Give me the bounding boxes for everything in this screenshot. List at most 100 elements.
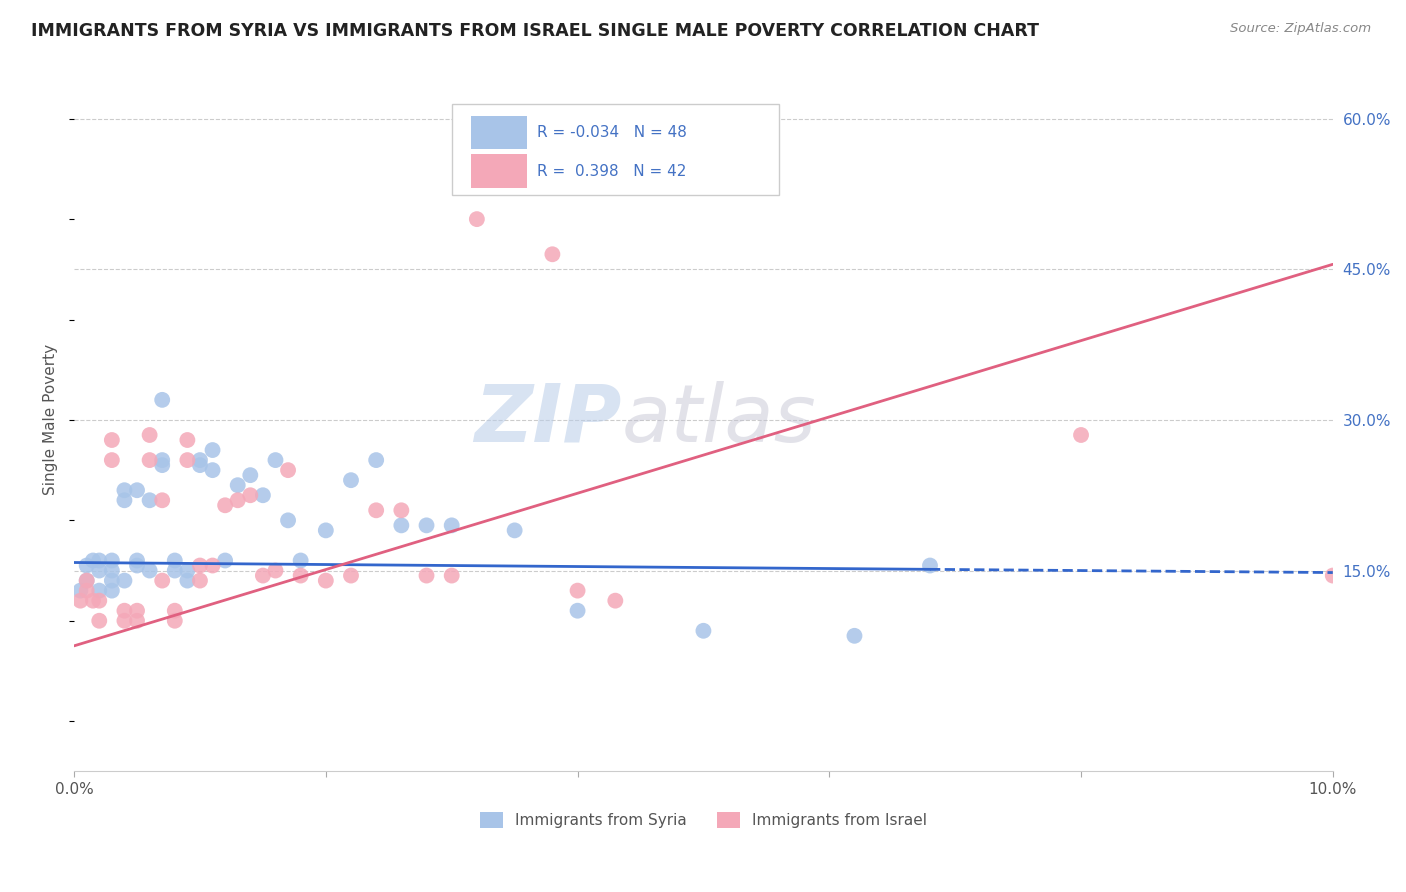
Point (605, 593, 627, 607)
Point (150, 458, 173, 472)
Point (76, 583, 98, 598)
Point (252, 488, 274, 502)
Point (415, 518, 437, 533)
Point (76, 574, 98, 588)
Point (277, 513, 299, 527)
Point (541, 247, 564, 261)
Point (114, 483, 136, 498)
Point (176, 453, 198, 467)
Point (101, 433, 124, 447)
Point (315, 574, 337, 588)
Point (844, 629, 866, 643)
Point (82, 553, 104, 567)
Point (264, 453, 287, 467)
Point (188, 558, 211, 573)
Point (214, 553, 236, 567)
Point (125, 614, 148, 628)
Text: ZIP: ZIP (474, 381, 621, 459)
Point (918, 558, 941, 573)
FancyBboxPatch shape (471, 154, 527, 188)
Point (264, 564, 287, 578)
FancyBboxPatch shape (451, 103, 779, 195)
Point (101, 583, 124, 598)
Point (163, 553, 186, 567)
Point (69, 593, 91, 607)
Point (201, 558, 224, 573)
Y-axis label: Single Male Poverty: Single Male Poverty (44, 344, 58, 495)
Point (1070, 428, 1092, 442)
Point (138, 428, 160, 442)
Point (138, 564, 160, 578)
Point (125, 553, 148, 567)
Point (340, 568, 363, 582)
Point (503, 524, 526, 538)
Point (201, 463, 224, 477)
Point (440, 568, 463, 582)
Point (114, 614, 136, 628)
Point (389, 503, 412, 517)
Point (150, 493, 173, 508)
Point (567, 583, 589, 598)
Point (692, 624, 714, 638)
Point (440, 518, 463, 533)
Point (465, 212, 488, 227)
Point (340, 473, 363, 487)
Point (1322, 568, 1344, 582)
Point (188, 574, 211, 588)
Point (125, 604, 148, 618)
Point (101, 564, 124, 578)
Point (114, 604, 136, 618)
Point (290, 553, 312, 567)
Point (114, 574, 136, 588)
Point (176, 574, 198, 588)
Point (125, 483, 148, 498)
Point (89, 564, 111, 578)
Point (138, 493, 160, 508)
Legend: Immigrants from Syria, Immigrants from Israel: Immigrants from Syria, Immigrants from I… (474, 805, 934, 834)
Point (150, 453, 173, 467)
Point (89, 614, 111, 628)
Point (176, 433, 198, 447)
Point (163, 604, 186, 618)
Point (101, 553, 124, 567)
Point (226, 478, 249, 492)
Text: atlas: atlas (621, 381, 817, 459)
Point (89, 583, 111, 598)
Point (315, 524, 337, 538)
Text: IMMIGRANTS FROM SYRIA VS IMMIGRANTS FROM ISRAEL SINGLE MALE POVERTY CORRELATION : IMMIGRANTS FROM SYRIA VS IMMIGRANTS FROM… (31, 22, 1039, 40)
Text: R =  0.398   N = 42: R = 0.398 N = 42 (537, 163, 686, 178)
Point (415, 568, 437, 582)
Point (163, 564, 186, 578)
Point (82, 593, 104, 607)
FancyBboxPatch shape (471, 116, 527, 149)
Point (239, 488, 262, 502)
Point (101, 574, 124, 588)
Point (150, 574, 173, 588)
Point (125, 558, 148, 573)
Point (89, 593, 111, 607)
Point (201, 443, 224, 458)
Point (150, 392, 173, 407)
Text: R = -0.034   N = 48: R = -0.034 N = 48 (537, 125, 688, 140)
Point (226, 493, 249, 508)
Point (76, 558, 98, 573)
Point (389, 518, 412, 533)
Point (290, 568, 312, 582)
Point (69, 583, 91, 598)
Point (138, 453, 160, 467)
Point (239, 468, 262, 483)
Point (252, 568, 274, 582)
Text: Source: ZipAtlas.com: Source: ZipAtlas.com (1230, 22, 1371, 36)
Point (188, 453, 211, 467)
Point (567, 604, 589, 618)
Point (114, 493, 136, 508)
Point (188, 458, 211, 472)
Point (366, 453, 388, 467)
Point (277, 463, 299, 477)
Point (366, 503, 388, 517)
Point (176, 564, 198, 578)
Point (101, 453, 124, 467)
Point (214, 498, 236, 512)
Point (89, 553, 111, 567)
Point (76, 574, 98, 588)
